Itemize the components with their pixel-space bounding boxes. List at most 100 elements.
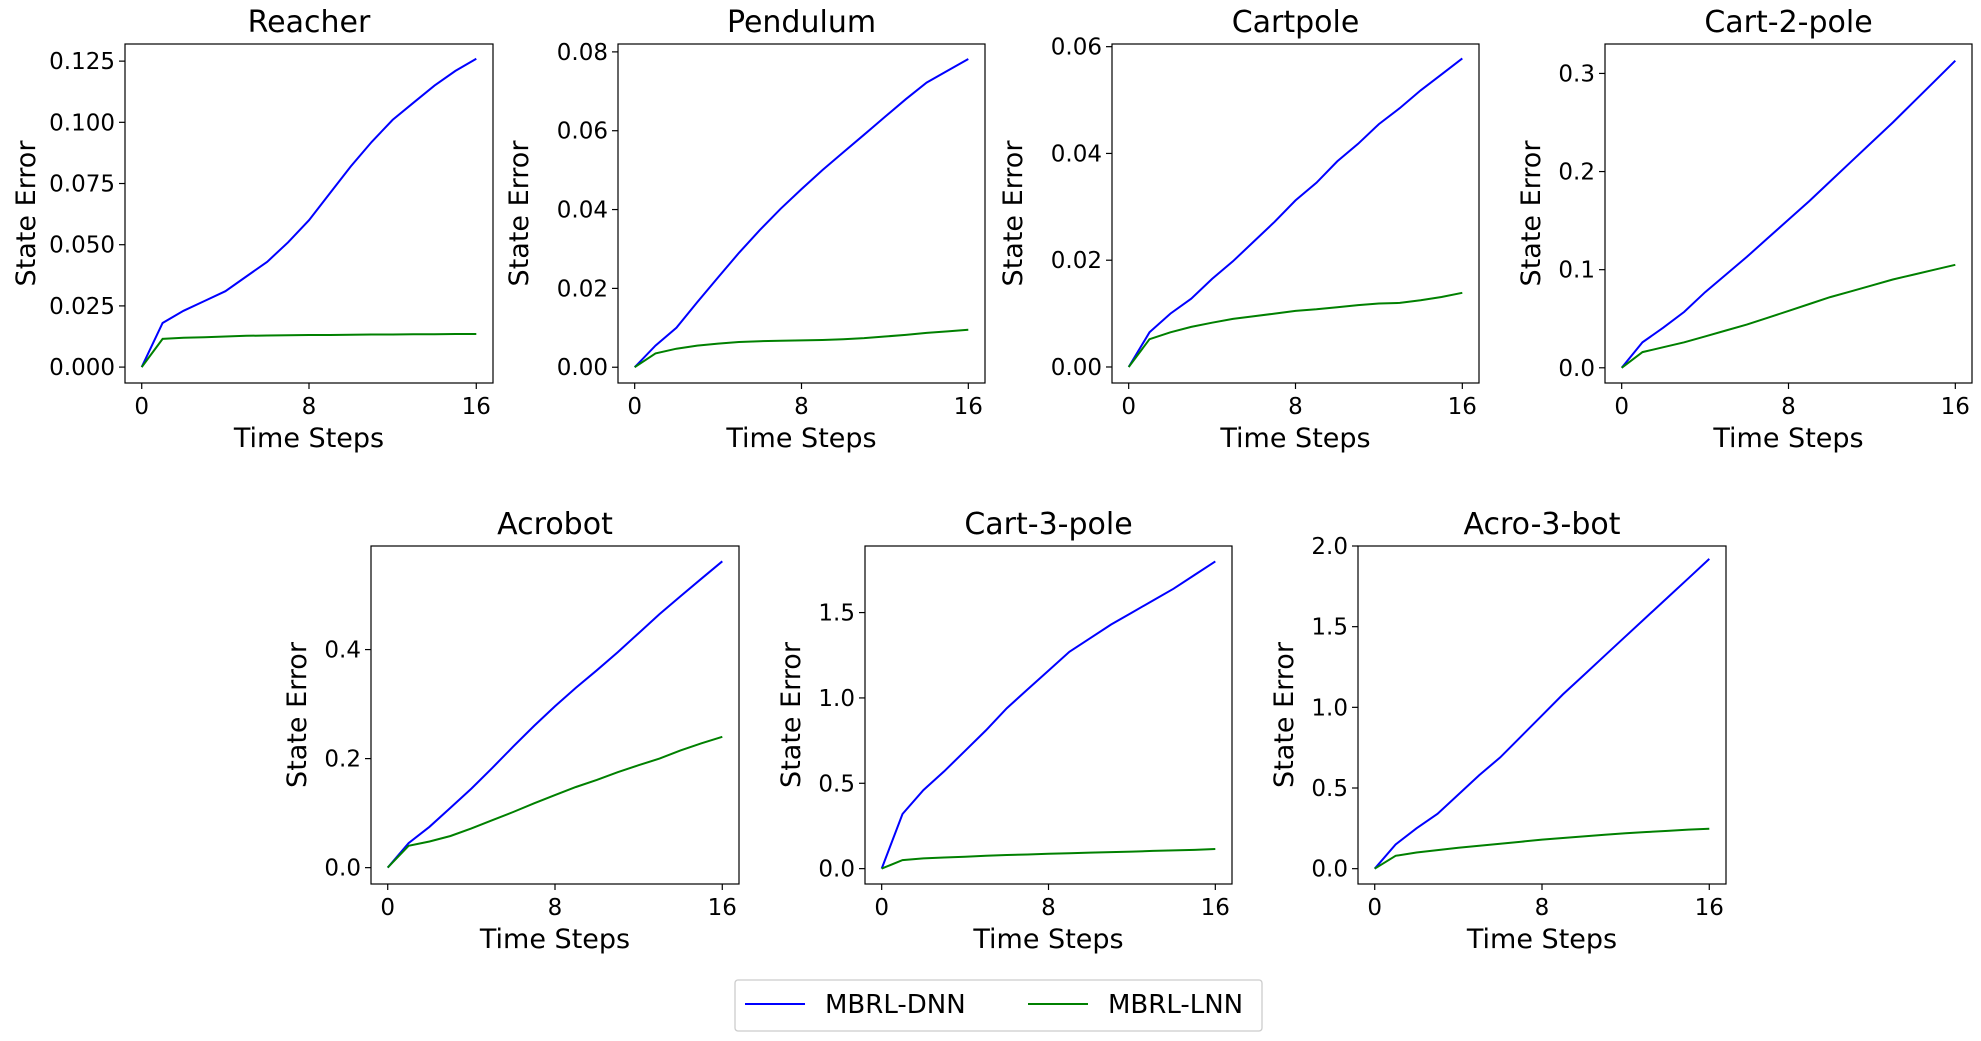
x-tick-label: 8 [302, 394, 317, 420]
y-tick-label: 1.0 [1311, 695, 1348, 721]
series-line-lnn [881, 848, 1216, 870]
x-tick-label: 16 [1695, 895, 1724, 921]
series-line-dnn [880, 560, 1216, 869]
series-line-dnn [140, 57, 477, 368]
y-tick-label: 0.0 [1311, 857, 1348, 883]
series-line-dnn [386, 560, 723, 869]
y-tick-label: 0.06 [1051, 35, 1102, 61]
y-tick-label: 0.02 [557, 276, 608, 302]
x-axis-label: Time Steps [972, 924, 1123, 955]
axes-frame [1604, 43, 1973, 384]
subplot-reacher: Reacher 0 8 16 0.000 0.025 0.050 0.075 0.100 0.12… [11, 5, 494, 454]
y-tick-label: 1.5 [818, 601, 855, 627]
x-tick-label: 16 [708, 895, 737, 921]
y-tick-label: 2.0 [1311, 534, 1348, 560]
y-tick-label: 0.0 [324, 856, 361, 882]
subplot-title: Pendulum [727, 5, 876, 40]
x-tick-label: 8 [794, 394, 809, 420]
series-line-dnn [633, 58, 969, 368]
y-axis-label: State Error [1516, 140, 1547, 287]
legend-label-dnn: MBRL-DNN [825, 990, 966, 1020]
y-tick-label: 0.2 [324, 747, 361, 773]
subplot-title: Acro-3-bot [1464, 507, 1621, 542]
y-tick-label: 0.025 [49, 294, 115, 320]
axes-frame [370, 545, 740, 885]
x-axis-label: Time Steps [1466, 924, 1617, 955]
series-line-lnn [1127, 291, 1463, 368]
x-tick-label: 0 [874, 895, 889, 921]
y-axis-label: State Error [11, 140, 42, 287]
series-line-dnn [1373, 558, 1710, 870]
subplot-title: Cart-3-pole [964, 507, 1132, 542]
y-tick-label: 0.02 [1051, 248, 1102, 274]
subplot-acro-3-bot: Acro-3-bot 0 8 16 0.0 0.5 1.0 1.5 2.0 Time Steps S… [1269, 507, 1727, 955]
x-tick-label: 0 [380, 895, 395, 921]
x-tick-label: 0 [1614, 394, 1629, 420]
y-tick-label: 0.08 [557, 40, 608, 66]
x-tick-label: 16 [1201, 895, 1230, 921]
x-axis-label: Time Steps [233, 423, 384, 454]
subplot-title: Cart-2-pole [1704, 5, 1872, 40]
legend: MBRL-DNN MBRL-LNN [734, 979, 1263, 1032]
y-tick-label: 0.2 [1558, 160, 1595, 186]
y-tick-label: 0.06 [557, 119, 608, 145]
y-tick-label: 0.1 [1558, 258, 1595, 284]
x-tick-label: 8 [1041, 895, 1056, 921]
y-axis-label: State Error [1269, 641, 1300, 788]
subplot-cartpole: Cartpole 0 8 16 0.00 0.02 0.04 0.06 Time Steps St… [998, 5, 1480, 454]
subplot-title: Acrobot [497, 507, 613, 542]
y-tick-label: 0.3 [1558, 61, 1595, 87]
axes-frame [1111, 43, 1480, 384]
x-tick-label: 16 [954, 394, 983, 420]
y-tick-label: 0.0 [1558, 356, 1595, 382]
x-tick-label: 0 [627, 394, 642, 420]
subplot-acrobot: Acrobot 0 8 16 0.0 0.2 0.4 Time Steps State Erro… [282, 507, 740, 955]
subplot-cart-3-pole: Cart-3-pole 0 8 16 0.0 0.5 1.0 1.5 Time Steps Sta… [776, 507, 1233, 955]
series-line-dnn [1620, 59, 1957, 369]
subplot-title: Cartpole [1232, 5, 1360, 40]
y-tick-label: 0.125 [49, 49, 115, 75]
x-axis-label: Time Steps [479, 924, 630, 955]
x-tick-label: 8 [548, 895, 563, 921]
y-axis-label: State Error [998, 140, 1029, 287]
y-tick-label: 0.04 [1051, 141, 1102, 167]
axes-frame [864, 545, 1233, 885]
y-axis-label: State Error [282, 641, 313, 788]
y-axis-label: State Error [504, 140, 535, 287]
y-tick-label: 0.100 [49, 110, 115, 136]
y-tick-label: 0.050 [49, 233, 115, 259]
series-line-lnn [1621, 263, 1956, 369]
x-tick-label: 16 [1941, 394, 1970, 420]
x-tick-label: 0 [134, 394, 149, 420]
x-tick-label: 8 [1535, 895, 1550, 921]
series-line-dnn [1127, 57, 1463, 368]
x-tick-label: 16 [462, 394, 491, 420]
subplot-title: Reacher [248, 5, 371, 40]
series-line-lnn [386, 735, 723, 869]
legend-label-lnn: MBRL-LNN [1108, 990, 1243, 1020]
y-tick-label: 0.5 [1311, 776, 1348, 802]
series-line-lnn [140, 333, 477, 368]
y-tick-label: 1.0 [818, 686, 855, 712]
x-axis-label: Time Steps [1219, 423, 1370, 454]
y-axis-label: State Error [776, 641, 807, 788]
y-tick-label: 0.075 [49, 172, 115, 198]
subplot-pendulum: Pendulum 0 8 16 0.00 0.02 0.04 0.06 0.08 Time Ste… [504, 5, 986, 454]
y-tick-label: 0.00 [1051, 355, 1102, 381]
x-tick-label: 8 [1781, 394, 1796, 420]
x-tick-label: 8 [1288, 394, 1303, 420]
y-tick-label: 0.04 [557, 198, 608, 224]
axes-frame [124, 43, 494, 384]
x-tick-label: 16 [1448, 394, 1477, 420]
series-line-lnn [1374, 827, 1710, 870]
y-tick-label: 0.4 [324, 638, 361, 664]
subplot-cart-2-pole: Cart-2-pole 0 8 16 0.0 0.1 0.2 0.3 Time Steps Sta… [1516, 5, 1973, 454]
y-tick-label: 0.000 [49, 355, 115, 381]
y-tick-label: 0.00 [557, 355, 608, 381]
x-tick-label: 0 [1367, 895, 1382, 921]
y-tick-label: 1.5 [1311, 615, 1348, 641]
legend-frame [734, 979, 1263, 1032]
x-axis-label: Time Steps [1712, 423, 1863, 454]
y-tick-label: 0.0 [818, 857, 855, 883]
